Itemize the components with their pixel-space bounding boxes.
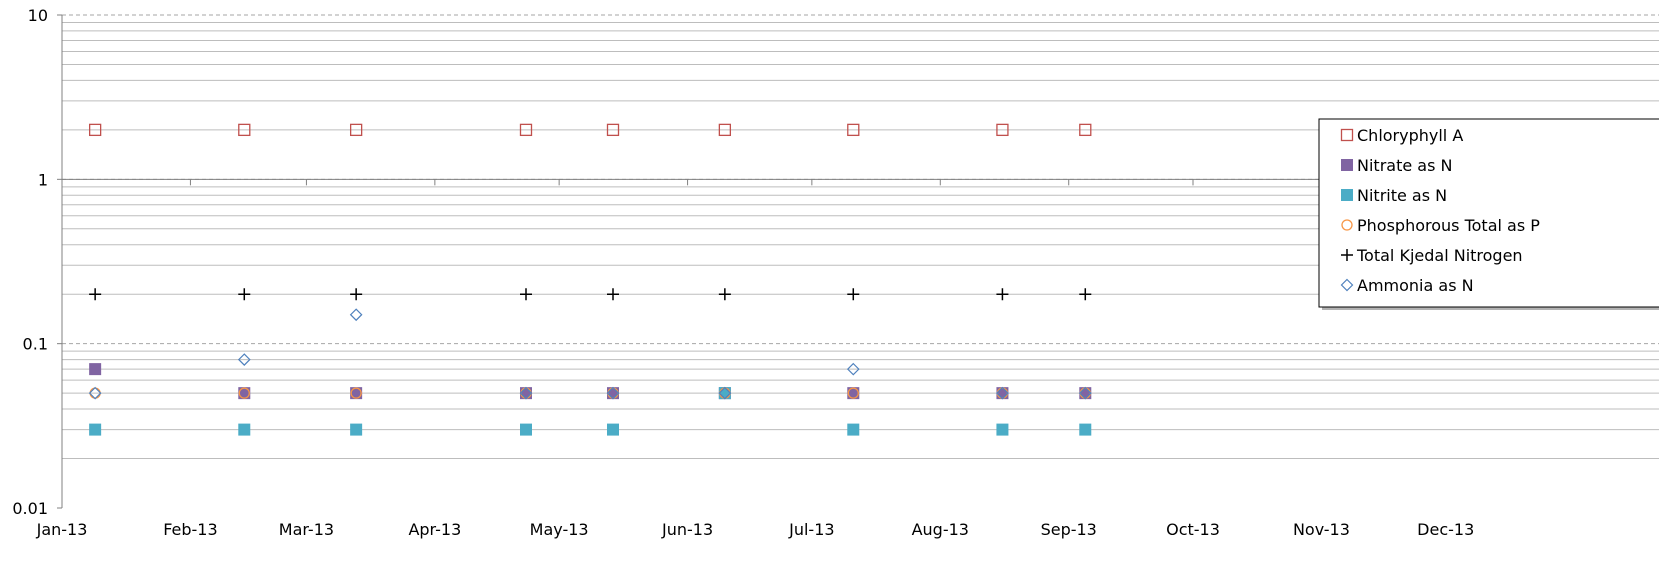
data-point <box>996 423 1009 436</box>
x-tick-label: Jan-13 <box>36 520 88 539</box>
data-point <box>89 288 102 301</box>
legend-marker <box>1341 219 1353 231</box>
y-tick-label: 0.1 <box>23 335 48 354</box>
data-point <box>89 363 102 376</box>
legend-box <box>1318 118 1659 308</box>
legend-marker <box>1341 159 1353 171</box>
data-point <box>350 423 363 436</box>
legend-marker <box>1341 189 1353 201</box>
data-point <box>89 423 102 436</box>
data-point <box>847 123 860 137</box>
data-point <box>996 387 1009 400</box>
data-point <box>1079 423 1092 436</box>
legend-marker <box>1340 128 1354 142</box>
y-tick-label: 1 <box>38 170 48 189</box>
data-point <box>718 386 732 400</box>
legend-label: Chloryphyll A <box>1357 126 1463 145</box>
data-point <box>996 123 1009 137</box>
x-tick-label: Aug-13 <box>912 520 969 539</box>
data-point <box>996 386 1009 400</box>
x-tick-label: May-13 <box>530 520 589 539</box>
x-tick-label: Oct-13 <box>1166 520 1220 539</box>
series-nitrite-as-n <box>89 387 1092 436</box>
data-point <box>519 123 533 137</box>
data-point <box>520 387 532 400</box>
data-point <box>350 387 363 400</box>
data-point <box>718 288 731 301</box>
data-point <box>847 387 860 400</box>
data-point <box>350 288 363 301</box>
legend-label: Total Kjedal Nitrogen <box>1356 246 1523 265</box>
data-point <box>88 386 102 400</box>
data-point <box>607 387 619 400</box>
data-point <box>238 387 250 399</box>
legend-label: Nitrate as N <box>1357 156 1452 175</box>
legend-marker <box>1341 249 1353 261</box>
x-tick-label: Jul-13 <box>788 520 834 539</box>
data-point <box>1079 288 1092 301</box>
data-point <box>88 123 102 137</box>
x-tick-label: Mar-13 <box>279 520 334 539</box>
data-point <box>718 123 732 137</box>
data-point <box>847 387 859 399</box>
data-point <box>718 387 731 400</box>
data-point <box>607 423 619 436</box>
data-point <box>238 387 251 400</box>
y-tick-label: 0.01 <box>12 499 48 518</box>
legend: Chloryphyll A Nitrate as N Nitrite as N Pho… <box>1318 118 1659 310</box>
data-point <box>238 423 251 436</box>
x-tick-label: Feb-13 <box>163 520 217 539</box>
data-point <box>349 308 363 322</box>
data-point <box>520 288 532 301</box>
series-chloryphyll-a <box>88 123 1092 137</box>
data-point <box>237 353 251 366</box>
data-point <box>519 386 533 400</box>
x-tick-label: Nov-13 <box>1293 520 1350 539</box>
data-point <box>607 288 619 301</box>
data-point <box>238 288 251 301</box>
data-point <box>1079 387 1092 400</box>
data-point <box>846 362 860 376</box>
legend-label: Nitrite as N <box>1357 186 1447 205</box>
data-point <box>1078 386 1092 400</box>
x-tick-label: Dec-13 <box>1417 520 1474 539</box>
data-point <box>350 387 362 399</box>
data-point <box>606 123 620 137</box>
series-ammonia-as-n <box>88 308 1092 400</box>
series-total-kjedal-nitrogen <box>89 288 1092 301</box>
data-point <box>847 423 860 436</box>
legend-marker <box>1340 278 1354 292</box>
data-point <box>996 288 1009 301</box>
data-point <box>349 123 363 137</box>
data-point <box>847 288 860 301</box>
legend-label: Ammonia as N <box>1357 276 1474 295</box>
data-points <box>88 123 1092 436</box>
data-point <box>1079 123 1092 137</box>
x-tick-label: Jun-13 <box>661 520 713 539</box>
data-point <box>606 386 620 400</box>
data-point <box>520 423 532 436</box>
x-tick-label: Apr-13 <box>408 520 461 539</box>
legend-label: Phosphorous Total as P <box>1357 216 1540 235</box>
data-point <box>238 123 251 137</box>
x-tick-label: Sep-13 <box>1041 520 1097 539</box>
y-tick-label: 10 <box>28 6 48 25</box>
